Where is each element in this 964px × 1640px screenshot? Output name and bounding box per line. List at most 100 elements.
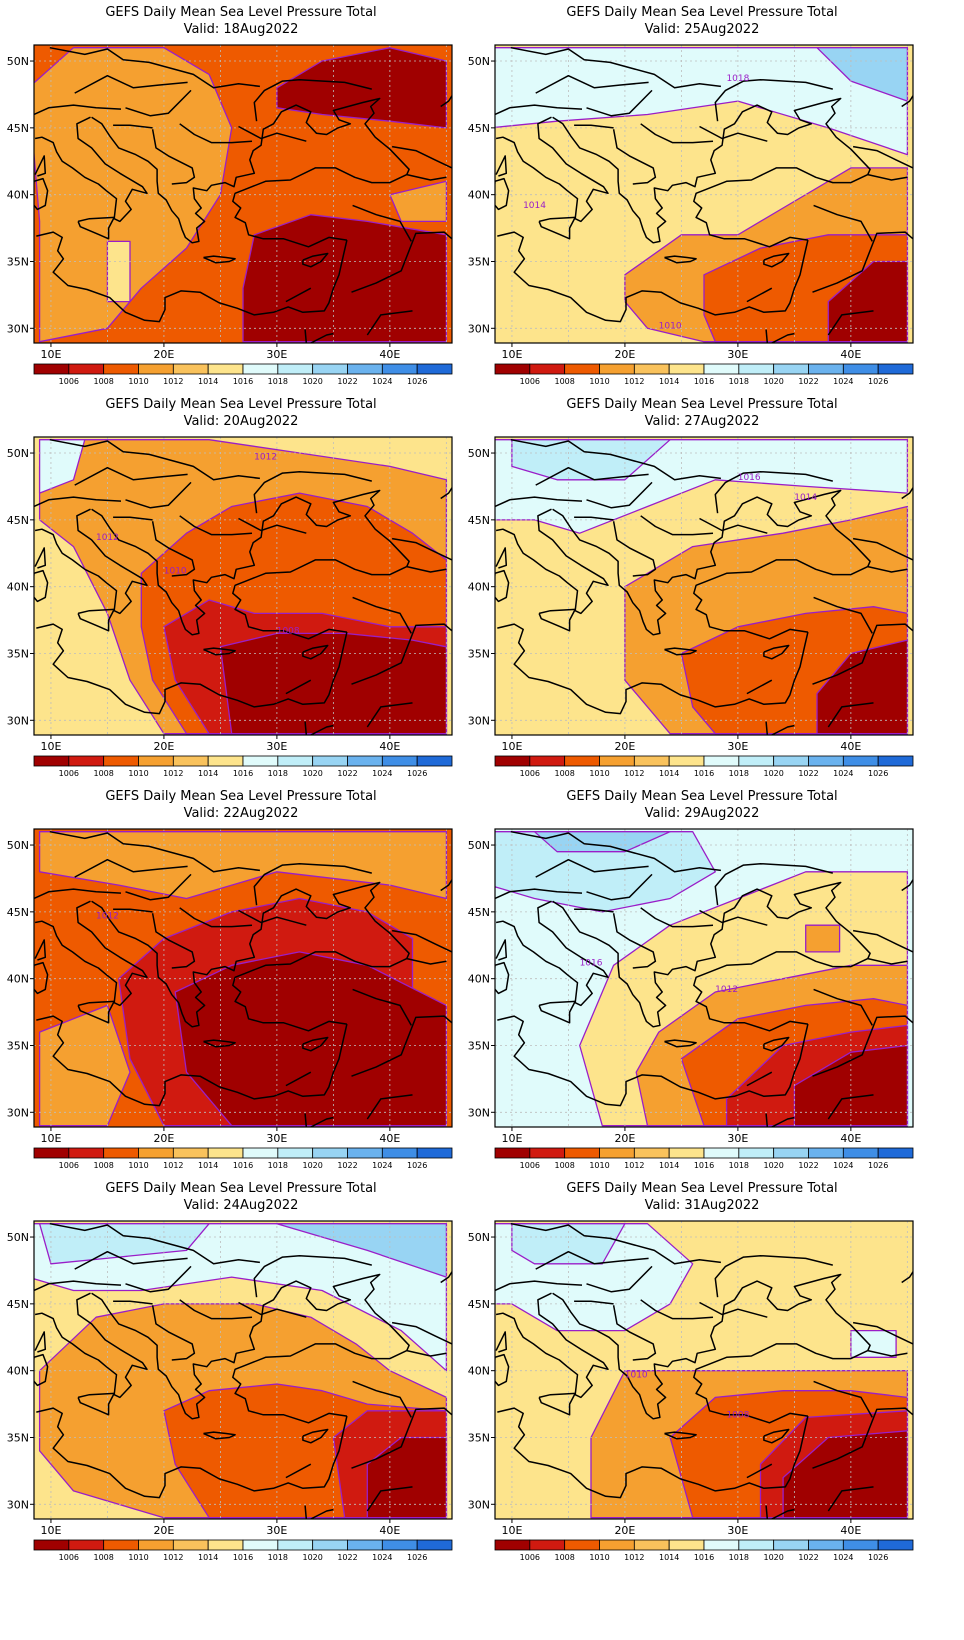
coastline bbox=[495, 547, 508, 569]
coastline bbox=[91, 1273, 410, 1420]
coastline bbox=[495, 900, 609, 1007]
coastline bbox=[151, 1305, 196, 1361]
colorbar-swatch bbox=[877, 1539, 914, 1551]
colorbar-label: 1024 bbox=[372, 769, 392, 778]
colorbar-label: 1018 bbox=[729, 769, 749, 778]
colorbar-swatch bbox=[207, 755, 244, 767]
map-frame bbox=[494, 1220, 914, 1520]
coastline bbox=[612, 129, 657, 185]
colorbar-swatch bbox=[381, 1539, 418, 1551]
coastline bbox=[36, 623, 348, 715]
colorbar-swatch bbox=[138, 755, 174, 767]
lon-label: 40E bbox=[840, 1524, 861, 1537]
coastline bbox=[664, 647, 697, 656]
coastline bbox=[538, 1392, 576, 1416]
coastline bbox=[125, 89, 192, 117]
colorbar-swatch bbox=[842, 1147, 879, 1159]
coastline bbox=[510, 1222, 721, 1265]
lon-label: 40E bbox=[379, 1524, 400, 1537]
colorbar-label: 1026 bbox=[868, 1161, 888, 1170]
colorbar-swatch bbox=[773, 1147, 809, 1159]
lat-label: 45N bbox=[468, 1298, 490, 1311]
coastline bbox=[74, 1250, 188, 1270]
lat-label: 30N bbox=[7, 1106, 29, 1119]
colorbar-label: 1024 bbox=[833, 377, 853, 386]
colorbar-label: 1010 bbox=[128, 1553, 148, 1562]
panel-title: GEFS Daily Mean Sea Level Pressure Total bbox=[105, 397, 377, 412]
coastline bbox=[771, 724, 795, 735]
coastline bbox=[49, 830, 260, 873]
map-frame bbox=[494, 436, 914, 736]
coastline bbox=[34, 508, 148, 615]
coastline bbox=[901, 1271, 913, 1284]
colorbar-label: 1012 bbox=[624, 769, 644, 778]
pressure-zone bbox=[805, 924, 841, 953]
coastline bbox=[552, 489, 871, 636]
coastline bbox=[813, 988, 873, 1026]
lon-label: 30E bbox=[727, 1132, 748, 1145]
coastline bbox=[232, 559, 408, 640]
lat-label: 50N bbox=[468, 839, 490, 852]
coastline bbox=[366, 1094, 413, 1120]
panel-valid-date: Valid: 31Aug2022 bbox=[644, 1198, 760, 1213]
lat-label: 30N bbox=[7, 322, 29, 335]
map-panel: GEFS Daily Mean Sea Level Pressure Total… bbox=[461, 0, 943, 410]
colorbar-label: 1022 bbox=[798, 1161, 818, 1170]
colorbar-swatch bbox=[808, 363, 844, 375]
panel-valid-date: Valid: 24Aug2022 bbox=[183, 1198, 299, 1213]
coastline bbox=[693, 951, 869, 1032]
coastline bbox=[495, 155, 508, 177]
colorbar-swatch bbox=[312, 1539, 348, 1551]
colorbar-label: 1010 bbox=[589, 1553, 609, 1562]
colorbar-swatch bbox=[564, 1147, 600, 1159]
coastline bbox=[253, 862, 372, 906]
colorbar-label: 1020 bbox=[302, 1161, 322, 1170]
coastline bbox=[574, 124, 614, 129]
colorbar-swatch bbox=[138, 1539, 174, 1551]
colorbar-label: 1020 bbox=[763, 1161, 783, 1170]
colorbar-swatch bbox=[599, 755, 635, 767]
coastline bbox=[304, 1113, 308, 1127]
coastline bbox=[771, 1508, 795, 1519]
colorbar-label: 1026 bbox=[407, 1161, 427, 1170]
lon-label: 40E bbox=[379, 1132, 400, 1145]
coastline bbox=[151, 913, 196, 969]
coastline bbox=[304, 1505, 308, 1519]
panel-valid-date: Valid: 22Aug2022 bbox=[183, 806, 299, 821]
colorbar-label: 1016 bbox=[233, 769, 253, 778]
coastline bbox=[612, 521, 657, 577]
coastline bbox=[612, 1305, 657, 1361]
coastline bbox=[34, 1280, 122, 1292]
coastline bbox=[34, 939, 47, 961]
colorbar-swatch bbox=[529, 363, 566, 375]
lon-label: 40E bbox=[840, 740, 861, 753]
lon-label: 20E bbox=[614, 1524, 635, 1537]
coastline bbox=[813, 1380, 873, 1418]
colorbar-label: 1022 bbox=[337, 1161, 357, 1170]
coastline bbox=[203, 1431, 236, 1440]
colorbar-swatch bbox=[33, 1539, 70, 1551]
coastline bbox=[406, 565, 447, 573]
pressure-map: 1012 50N 45N 40N 35N 30N 10E 20E 30E 40E 1006 1008 1… bbox=[7, 828, 453, 1170]
map-frame bbox=[33, 1220, 453, 1520]
map-panel: GEFS Daily Mean Sea Level Pressure Total… bbox=[0, 0, 482, 410]
colorbar-swatch bbox=[668, 1539, 705, 1551]
coastline bbox=[352, 1380, 412, 1418]
colorbar-swatch bbox=[68, 1147, 105, 1159]
map-frame bbox=[494, 828, 914, 1128]
coastline bbox=[351, 231, 452, 293]
coastline bbox=[765, 1113, 769, 1127]
map-panel: GEFS Daily Mean Sea Level Pressure Total… bbox=[0, 392, 482, 802]
coastline bbox=[813, 204, 873, 242]
lon-label: 40E bbox=[379, 740, 400, 753]
coastline bbox=[901, 487, 913, 500]
colorbar-label: 1014 bbox=[659, 1161, 679, 1170]
lat-label: 35N bbox=[468, 1431, 490, 1444]
colorbar-swatch bbox=[808, 755, 844, 767]
colorbar-swatch bbox=[633, 755, 670, 767]
colorbar-swatch bbox=[381, 1147, 418, 1159]
colorbar-swatch bbox=[599, 1539, 635, 1551]
pressure-zone bbox=[511, 439, 671, 481]
lat-label: 50N bbox=[7, 1231, 29, 1244]
coastline bbox=[302, 1036, 329, 1052]
